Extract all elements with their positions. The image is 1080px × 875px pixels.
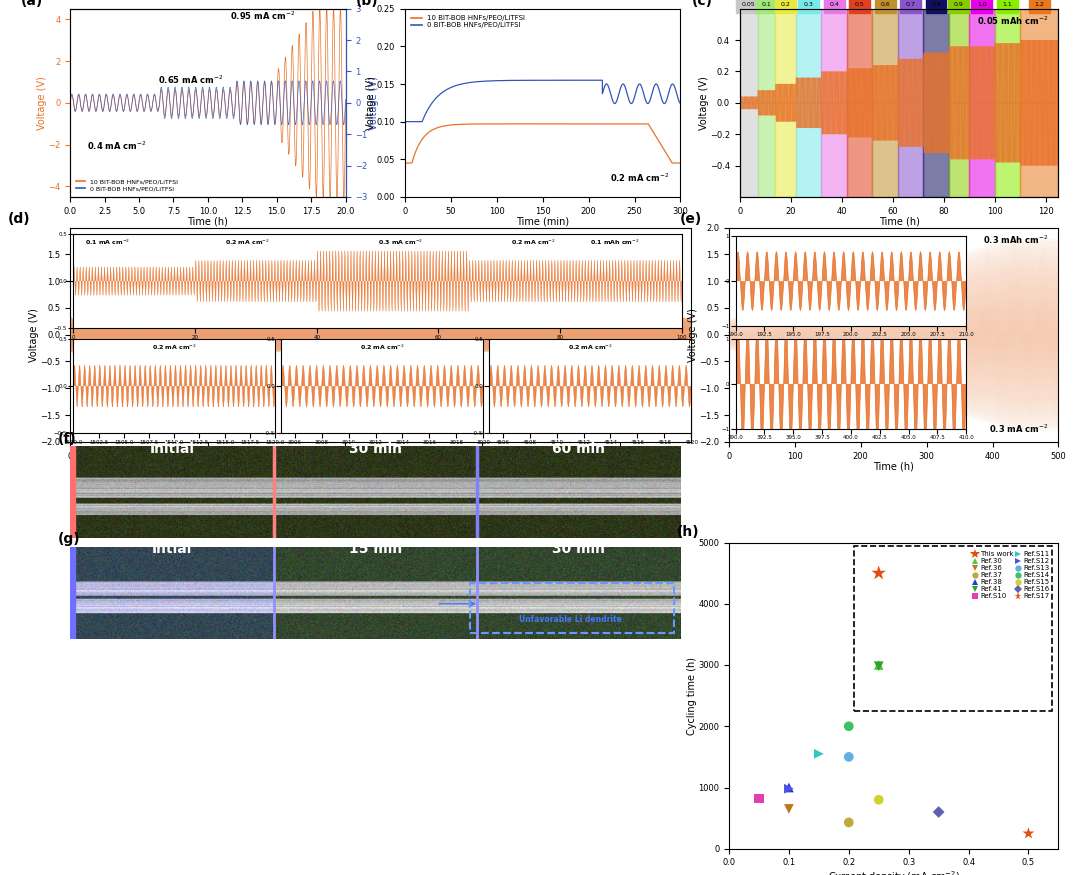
- Text: (c): (c): [692, 0, 713, 8]
- Bar: [847, 9, 873, 197]
- X-axis label: Time (h): Time (h): [361, 462, 401, 472]
- Text: Unfavorable Li dendrite: Unfavorable Li dendrite: [519, 615, 622, 624]
- Bar: [995, 9, 1021, 197]
- Y-axis label: Voltage (V): Voltage (V): [699, 76, 708, 130]
- X-axis label: Time (h): Time (h): [188, 217, 228, 227]
- Point: [780, 781, 797, 795]
- Legend: This work, Ref.30, Ref.36, Ref.37, Ref.38, Ref.41, Ref.S10, Ref.S11, Ref.S12, Re: This work, Ref.30, Ref.36, Ref.37, Ref.3…: [970, 549, 1052, 601]
- Text: (g): (g): [58, 532, 81, 546]
- Text: (e): (e): [679, 213, 702, 227]
- X-axis label: Time (h): Time (h): [874, 462, 914, 472]
- Y-axis label: Voltage (V): Voltage (V): [688, 308, 698, 361]
- Bar: [1021, 9, 1058, 197]
- Text: 0.3 mA cm$^{-2}$: 0.3 mA cm$^{-2}$: [989, 423, 1049, 436]
- FancyBboxPatch shape: [854, 546, 1052, 710]
- Point: [870, 566, 888, 580]
- Y-axis label: Voltage (V): Voltage (V): [365, 76, 376, 130]
- Bar: [775, 9, 796, 197]
- Text: 0.3 mAh cm$^{-2}$: 0.3 mAh cm$^{-2}$: [983, 234, 1049, 247]
- Bar: [822, 9, 847, 197]
- Bar: [923, 9, 949, 197]
- Text: 15 min: 15 min: [349, 542, 402, 556]
- Y-axis label: Voltage (V): Voltage (V): [37, 76, 46, 130]
- Bar: [949, 9, 969, 197]
- Bar: [740, 9, 758, 197]
- Text: 60 min: 60 min: [552, 442, 605, 456]
- Y-axis label: Voltage (V): Voltage (V): [29, 308, 39, 361]
- Point: [810, 746, 827, 760]
- Point: [780, 802, 797, 816]
- Text: 0.95 mA cm$^{-2}$: 0.95 mA cm$^{-2}$: [230, 10, 296, 22]
- Point: [840, 816, 858, 829]
- Bar: [70, 547, 76, 639]
- Text: 0.65 mA cm$^{-2}$: 0.65 mA cm$^{-2}$: [159, 74, 224, 86]
- Text: (a): (a): [21, 0, 43, 8]
- Bar: [758, 9, 775, 197]
- Text: (f): (f): [58, 431, 77, 445]
- X-axis label: Current density (mA cm$^{-2}$): Current density (mA cm$^{-2}$): [827, 869, 960, 875]
- Text: 0.2 mA cm$^{-2}$: 0.2 mA cm$^{-2}$: [610, 172, 670, 184]
- Bar: [796, 9, 822, 197]
- Point: [751, 792, 768, 806]
- Point: [1020, 826, 1037, 840]
- Point: [870, 658, 888, 672]
- X-axis label: Time (h): Time (h): [879, 217, 919, 227]
- Text: 30 min: 30 min: [349, 442, 402, 456]
- Point: [870, 659, 888, 673]
- Legend: 10 BIT-BOB HNFs/PEO/LiTFSI, 0 BIT-BOB HNFs/PEO/LiTFSI: 10 BIT-BOB HNFs/PEO/LiTFSI, 0 BIT-BOB HN…: [408, 12, 528, 32]
- Bar: [969, 9, 995, 197]
- Text: (b): (b): [355, 0, 378, 8]
- Point: [780, 780, 797, 794]
- Bar: [70, 446, 76, 538]
- Text: Intial: Intial: [151, 542, 192, 556]
- Point: [840, 719, 858, 733]
- Text: (d): (d): [9, 213, 30, 227]
- Bar: [897, 9, 923, 197]
- Legend: 10 BIT-BOB HNFs/PEO/LiTFSI, 0 BIT-BOB HNFs/PEO/LiTFSI: 10 BIT-BOB HNFs/PEO/LiTFSI, 0 BIT-BOB HN…: [73, 177, 180, 193]
- Point: [930, 805, 947, 819]
- Point: [870, 793, 888, 807]
- Y-axis label: Voltage (V): Voltage (V): [369, 76, 379, 130]
- Y-axis label: Cycling time (h): Cycling time (h): [687, 656, 697, 735]
- Point: [840, 750, 858, 764]
- Text: Initial: Initial: [149, 442, 194, 456]
- Bar: [873, 9, 897, 197]
- Text: (h): (h): [676, 525, 699, 539]
- X-axis label: Time (min): Time (min): [516, 217, 569, 227]
- X-axis label: mA cm$^{-2}$: mA cm$^{-2}$: [882, 0, 916, 4]
- Text: 30 min: 30 min: [552, 542, 605, 556]
- Text: 0.05 mAh cm$^{-2}$: 0.05 mAh cm$^{-2}$: [977, 14, 1049, 27]
- Text: 0.4 mA cm$^{-2}$: 0.4 mA cm$^{-2}$: [86, 139, 147, 152]
